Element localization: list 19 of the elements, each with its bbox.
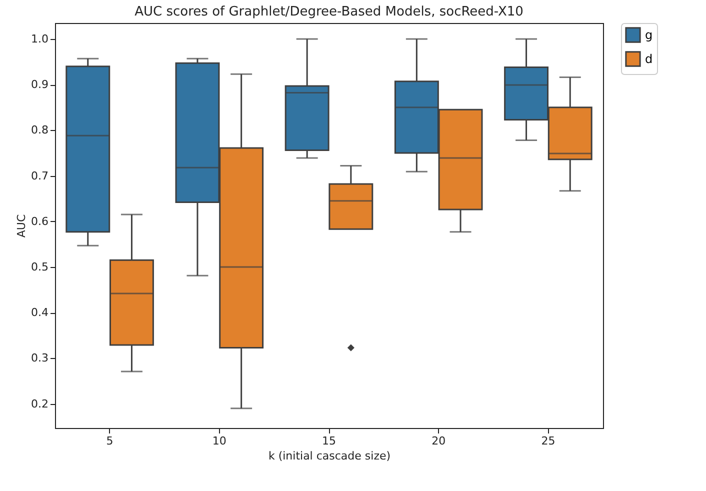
x-tick-label: 5 [106,434,114,448]
x-tick-label: 25 [541,434,556,448]
y-axis-title: AUC [15,214,28,238]
x-axis-title: k (initial cascade size) [268,450,391,462]
x-tick-label: 20 [432,434,446,448]
y-tick-label: 0.3 [31,352,48,365]
y-tick-label: 0.2 [31,397,48,410]
legend-label: g [645,28,653,42]
y-tick-label: 0.7 [31,169,48,182]
y-tick-label: 0.9 [31,78,48,92]
x-tick-label: 15 [322,434,336,448]
x-tick-label: 10 [212,434,226,448]
y-tick-label: 0.4 [31,306,48,320]
legend-label: d [645,52,653,66]
chart-title: AUC scores of Graphlet/Degree-Based Models, socReed-X10 [134,4,524,20]
y-tick-label: 0.8 [31,124,48,137]
y-tick-label: 0.6 [31,214,48,228]
y-tick-label: 1.0 [31,32,48,46]
y-tick-label: 0.5 [31,260,48,274]
